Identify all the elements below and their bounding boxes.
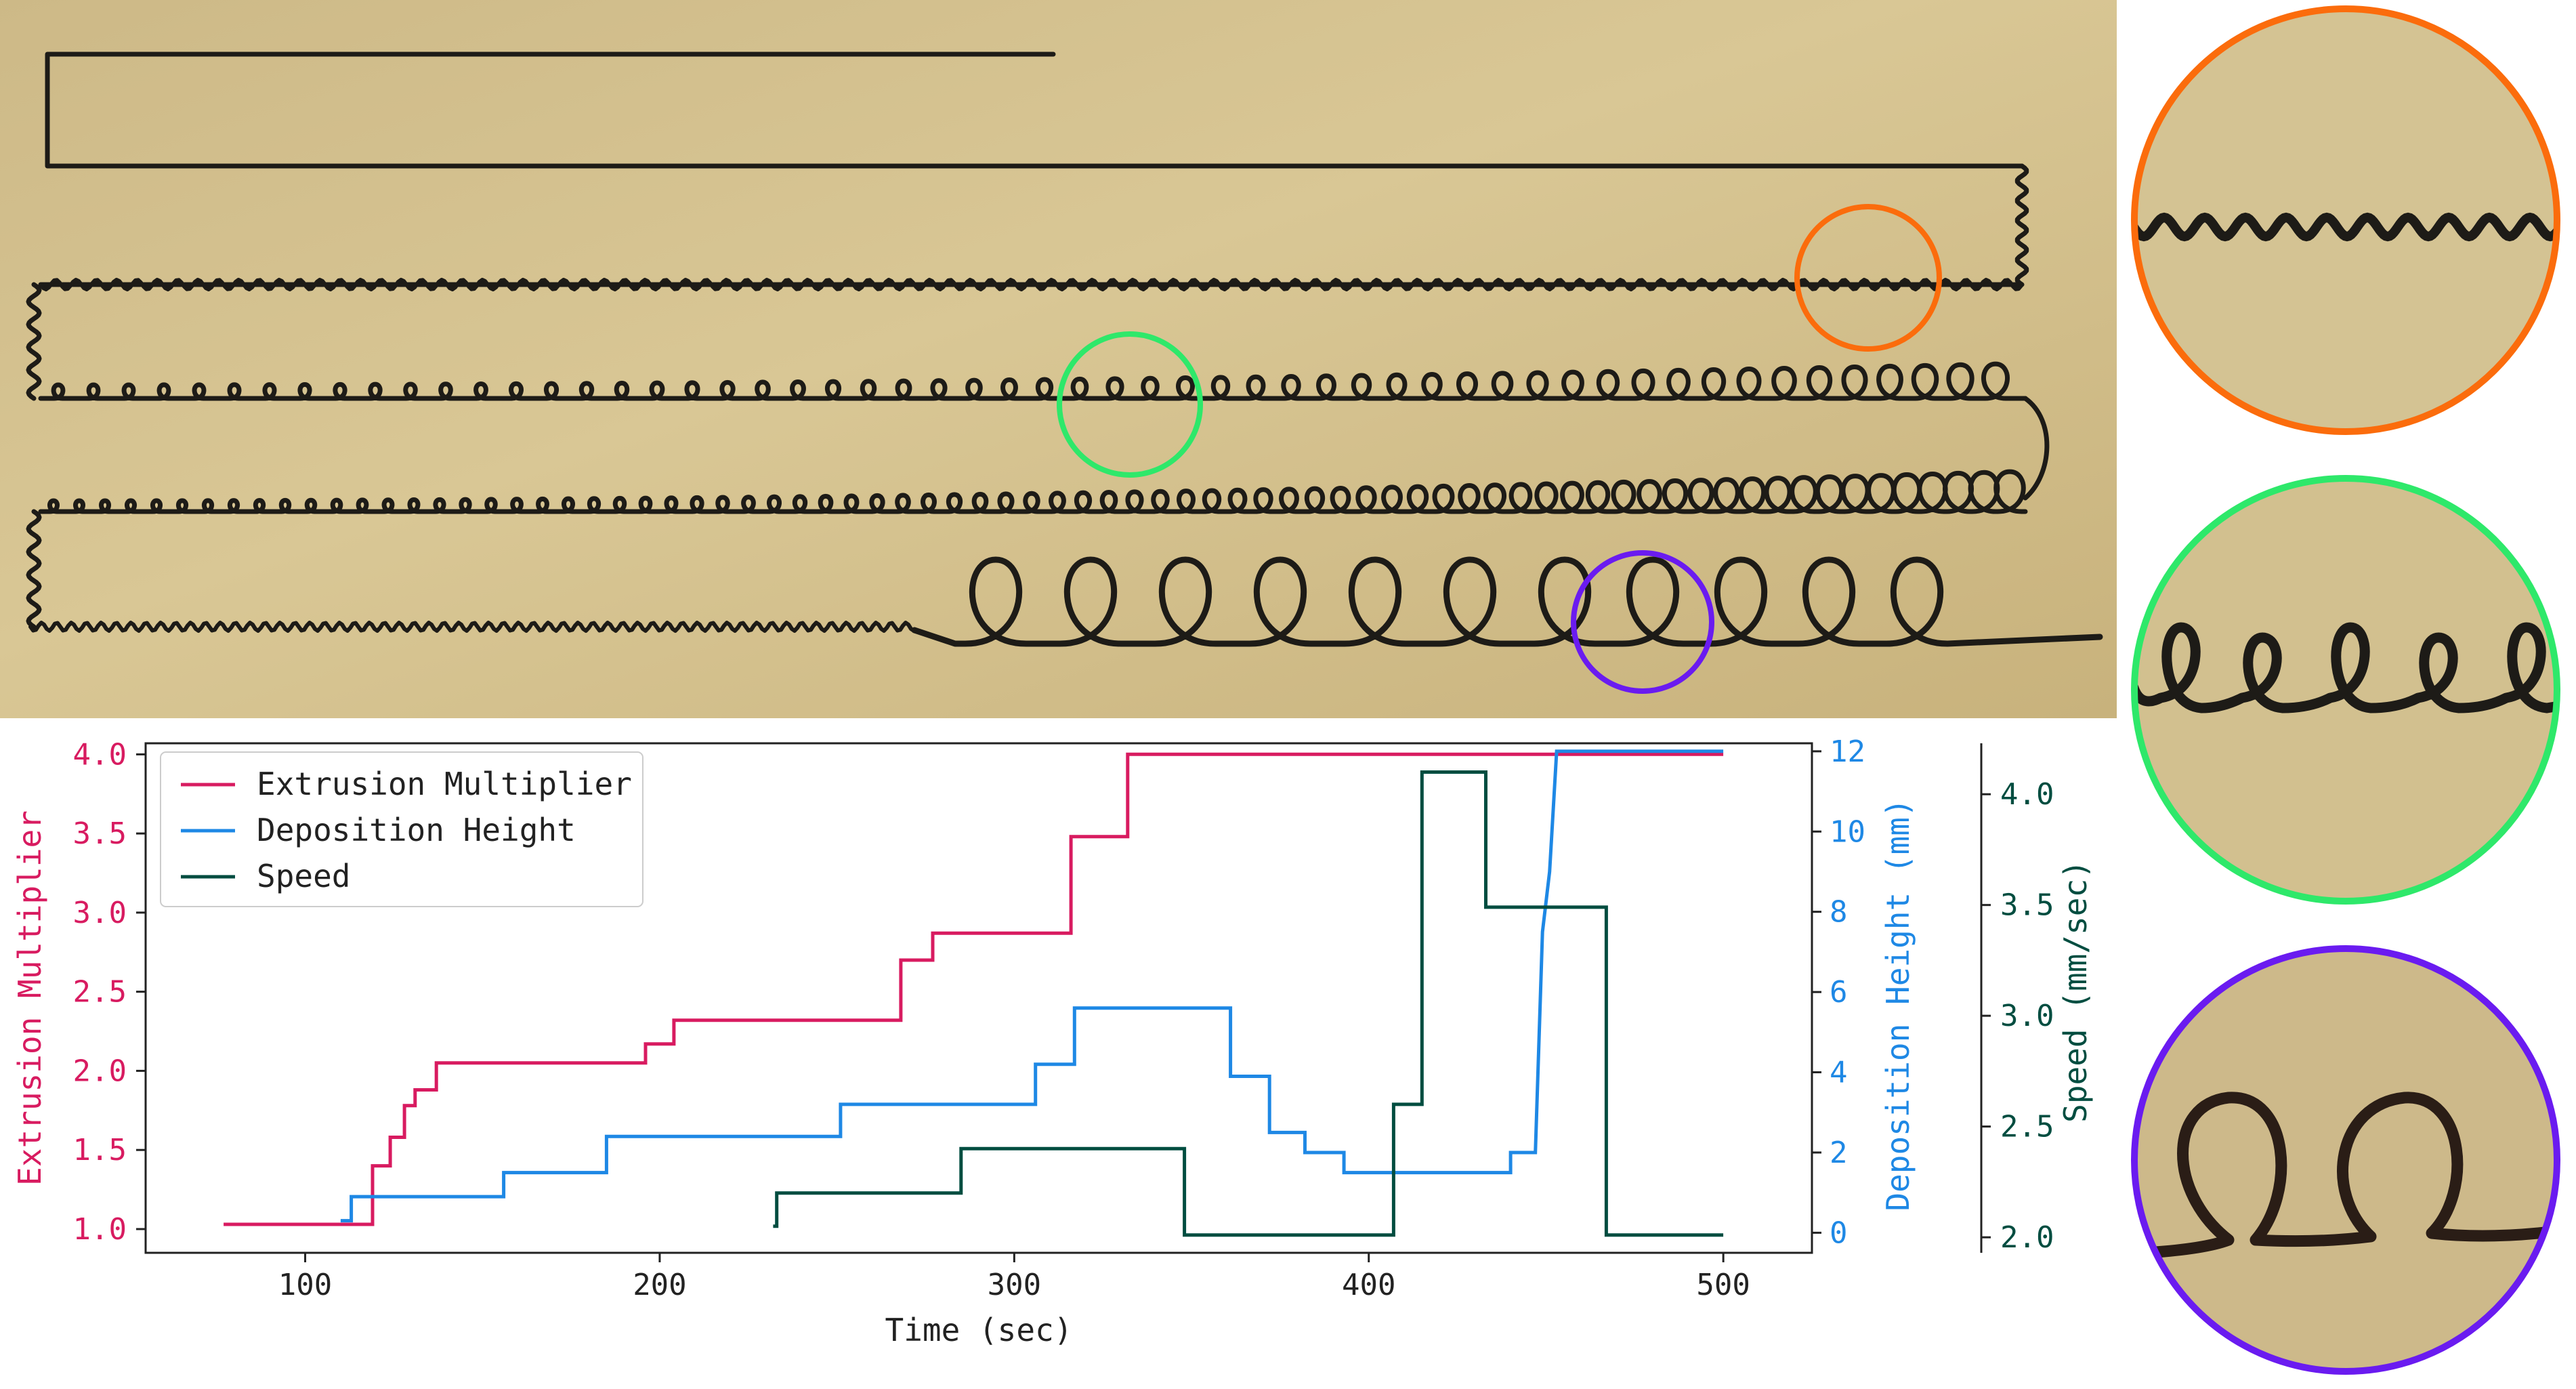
- filament-path: [26, 51, 2103, 647]
- x-axis-label: Time (sec): [885, 1312, 1073, 1348]
- right1-tick-label: 12: [1830, 734, 1865, 769]
- right2-tick-label: 3.0: [2000, 999, 2054, 1033]
- series-line-1: [340, 749, 1724, 1223]
- left-tick-label: 2.5: [73, 975, 127, 1010]
- legend-entry: Deposition Height: [257, 812, 576, 848]
- right1-tick-label: 8: [1830, 895, 1848, 930]
- x-tick-label: 200: [633, 1268, 686, 1302]
- right2-tick-label: 3.5: [2000, 888, 2054, 923]
- highlight-circle-orange: [1794, 204, 1942, 352]
- right2-tick-label: 4.0: [2000, 777, 2054, 812]
- x-tick-label: 500: [1696, 1268, 1750, 1302]
- left-axis-label: Extrusion Multiplier: [12, 810, 48, 1186]
- filament-row-4: [38, 469, 2028, 514]
- x-tick-label: 300: [988, 1268, 1041, 1302]
- left-tick-label: 3.0: [73, 896, 127, 930]
- zoom-inset-green: [2131, 475, 2560, 905]
- filament-row-5b: [911, 556, 2103, 647]
- x-tick-label: 100: [278, 1268, 332, 1302]
- filament-segment: [26, 282, 42, 401]
- right2-tick-label: 2.0: [2000, 1220, 2054, 1255]
- legend-box: [160, 751, 643, 907]
- highlight-circle-green: [1057, 331, 1203, 478]
- filament-segment: [26, 509, 42, 629]
- legend-entry: Speed: [257, 858, 350, 894]
- left-tick-label: 4.0: [73, 737, 127, 772]
- right1-tick-label: 4: [1830, 1056, 1848, 1090]
- zoom-inset-orange: [2131, 5, 2560, 435]
- filament-row-3: [38, 361, 2028, 401]
- right1-tick-label: 2: [1830, 1136, 1848, 1170]
- right1-axis-label: Deposition Height (mm): [1880, 798, 1916, 1211]
- filament-row-2: [39, 278, 2023, 291]
- right1-tick-label: 10: [1830, 814, 1865, 849]
- filament-segment: [2023, 396, 2050, 501]
- plot-frame: [144, 742, 1813, 1254]
- legend-entry: Extrusion Multiplier: [257, 766, 632, 802]
- filament-row-5a: [28, 621, 916, 633]
- right1-tick-label: 0: [1830, 1216, 1848, 1250]
- series-line-2: [773, 770, 1724, 1237]
- filament-segment: [45, 51, 2025, 169]
- left-tick-label: 1.0: [73, 1212, 127, 1247]
- right1-tick-label: 6: [1830, 975, 1848, 1010]
- left-tick-label: 1.5: [73, 1133, 127, 1167]
- filament-segment: [38, 163, 2029, 287]
- right2-tick-label: 2.5: [2000, 1110, 2054, 1144]
- zoom-inset-purple: [2131, 945, 2560, 1375]
- left-tick-label: 2.0: [73, 1054, 127, 1088]
- x-tick-label: 400: [1342, 1268, 1395, 1302]
- series-line-0: [224, 752, 1724, 1226]
- highlight-circle-purple: [1571, 550, 1714, 694]
- right2-axis-label: Speed (mm/sec): [2057, 860, 2094, 1123]
- left-tick-label: 3.5: [73, 816, 127, 851]
